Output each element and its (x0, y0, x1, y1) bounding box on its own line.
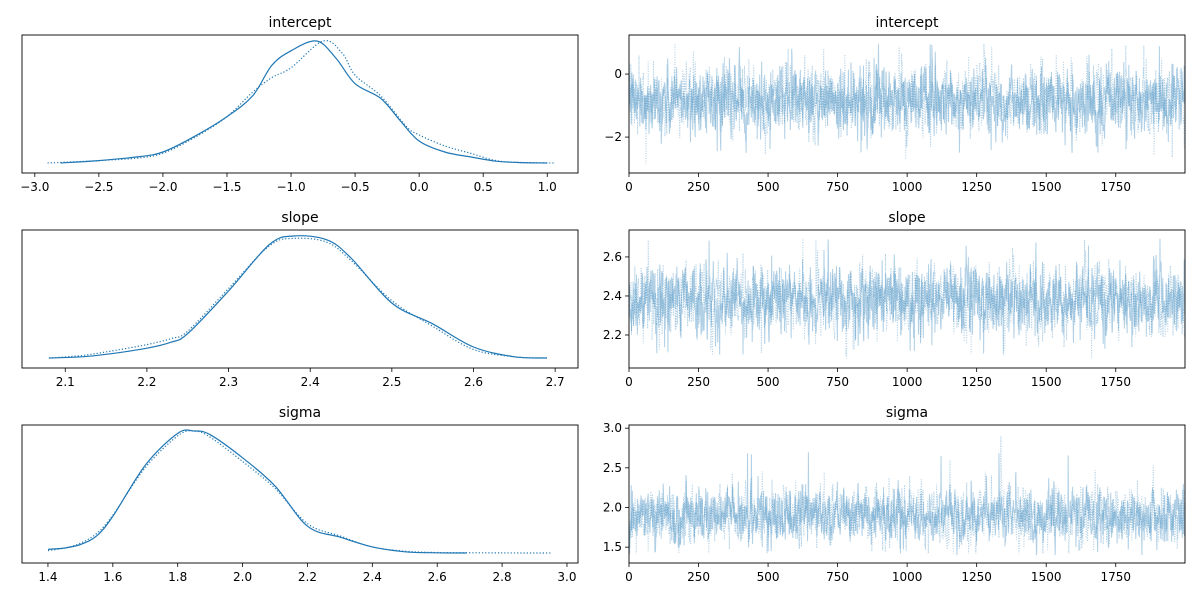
x-tick-label: 0 (625, 375, 633, 389)
x-tick-label: 250 (687, 375, 710, 389)
x-tick-label: 0 (625, 180, 633, 194)
axes-frame (628, 424, 1186, 564)
plot-area (629, 238, 1185, 359)
plot-area (47, 40, 554, 164)
x-tick-label: 2.2 (298, 570, 317, 584)
y-tick-label: 2.2 (603, 328, 622, 342)
x-tick-label: 750 (826, 375, 849, 389)
kde-panel-slope: slope 2.1 2.2 2.3 2.4 2.5 2.6 2.7 (21, 210, 579, 389)
kde-panel-sigma: sigma 1.4 1.6 1.8 2.0 2.2 2.4 2.6 2.8 3.0 (21, 405, 579, 584)
x-tick-label: 1500 (1031, 180, 1062, 194)
x-tick-label: 1750 (1100, 180, 1131, 194)
x-tick-label: −1.5 (212, 180, 241, 194)
panel-title: intercept (269, 15, 333, 31)
axes-frame (21, 424, 579, 564)
x-tick-label: 1000 (892, 570, 923, 584)
panel-title: sigma (886, 405, 928, 421)
y-tick-label: 2.5 (603, 461, 622, 475)
trace-panel-slope: slope 0 250 500 750 1000 1250 1500 1750 2.2 2.4 2.6 (603, 210, 1186, 389)
axes-frame (21, 34, 579, 174)
y-tick-label: −2 (604, 130, 622, 144)
trace-line-chain-0 (629, 452, 1185, 556)
x-tick-label: 250 (687, 570, 710, 584)
x-tick-label: −0.5 (341, 180, 370, 194)
x-tick-label: 1.8 (168, 570, 187, 584)
x-tick-label: 2.4 (301, 375, 320, 389)
x-tick-label: 1750 (1100, 570, 1131, 584)
x-tick-label: 2.1 (56, 375, 75, 389)
x-tick-label: 500 (757, 180, 780, 194)
trace-panel-sigma: sigma 0 250 500 750 1000 1250 1500 1750 1.5 2.0 2.5… (603, 405, 1186, 584)
y-tick-label: 2.4 (603, 289, 622, 303)
kde-line-chain-0 (47, 429, 467, 554)
x-tick-label: 750 (826, 180, 849, 194)
x-tick-label: 1500 (1031, 570, 1062, 584)
panel-title: slope (281, 210, 318, 226)
x-tick-label: 250 (687, 180, 710, 194)
kde-line-chain-1 (48, 237, 548, 359)
trace-line-chain-0 (629, 238, 1185, 355)
x-tick-label: 0.5 (474, 180, 493, 194)
x-tick-label: 2.2 (137, 375, 156, 389)
panel-title: intercept (876, 15, 940, 31)
trace-line-chain-0 (629, 44, 1185, 153)
x-tick-label: 2.5 (382, 375, 401, 389)
x-tick-label: 500 (757, 570, 780, 584)
x-tick-label: 1.6 (103, 570, 122, 584)
x-tick-label: 1750 (1100, 375, 1131, 389)
kde-line-chain-0 (60, 40, 548, 164)
kde-line-chain-1 (47, 40, 554, 164)
y-tick-label: 0 (614, 67, 622, 81)
y-tick-label: 1.5 (603, 540, 622, 554)
y-tick-label: 2.0 (603, 500, 622, 514)
panel-title: slope (888, 210, 925, 226)
x-tick-label: 2.6 (464, 375, 483, 389)
kde-panel-intercept: intercept −3.0 −2.5 −2.0 −1.5 −1.0 −0.5 0.0 0.5 1… (20, 15, 579, 194)
x-tick-label: 2.7 (546, 375, 565, 389)
trace-line-chain-1 (629, 436, 1185, 554)
x-tick-label: −1.0 (276, 180, 305, 194)
x-tick-label: 1250 (961, 180, 992, 194)
y-tick-label: 3.0 (603, 421, 622, 435)
trace-line-chain-1 (629, 43, 1185, 164)
plot-area (629, 436, 1185, 556)
plot-area (47, 429, 551, 554)
x-tick-label: 1250 (961, 570, 992, 584)
axes-frame (21, 229, 579, 369)
x-tick-label: 500 (757, 375, 780, 389)
x-tick-label: 2.4 (363, 570, 382, 584)
kde-line-chain-1 (47, 430, 551, 554)
trace-line-chain-1 (629, 238, 1185, 359)
x-tick-label: −2.5 (84, 180, 113, 194)
plot-area (629, 43, 1185, 164)
x-tick-label: 2.8 (493, 570, 512, 584)
x-tick-label: 2.3 (219, 375, 238, 389)
x-tick-label: 2.6 (428, 570, 447, 584)
panel-title: sigma (279, 405, 321, 421)
x-tick-label: 1500 (1031, 375, 1062, 389)
x-tick-label: 750 (826, 570, 849, 584)
trace-panel-intercept: intercept 0 250 500 750 1000 1250 1500 1750 0 −2 (604, 15, 1186, 194)
x-tick-label: 0.0 (410, 180, 429, 194)
kde-line-chain-0 (48, 235, 548, 359)
x-tick-label: −2.0 (148, 180, 177, 194)
x-tick-label: 1250 (961, 375, 992, 389)
x-tick-label: 1000 (892, 375, 923, 389)
x-tick-label: 1.4 (38, 570, 57, 584)
x-tick-label: 0 (625, 570, 633, 584)
x-tick-label: −3.0 (20, 180, 49, 194)
plot-area (48, 235, 548, 359)
x-tick-label: 1000 (892, 180, 923, 194)
x-tick-label: 3.0 (557, 570, 576, 584)
x-tick-label: 2.0 (233, 570, 252, 584)
y-tick-label: 2.6 (603, 250, 622, 264)
x-tick-label: 1.0 (538, 180, 557, 194)
